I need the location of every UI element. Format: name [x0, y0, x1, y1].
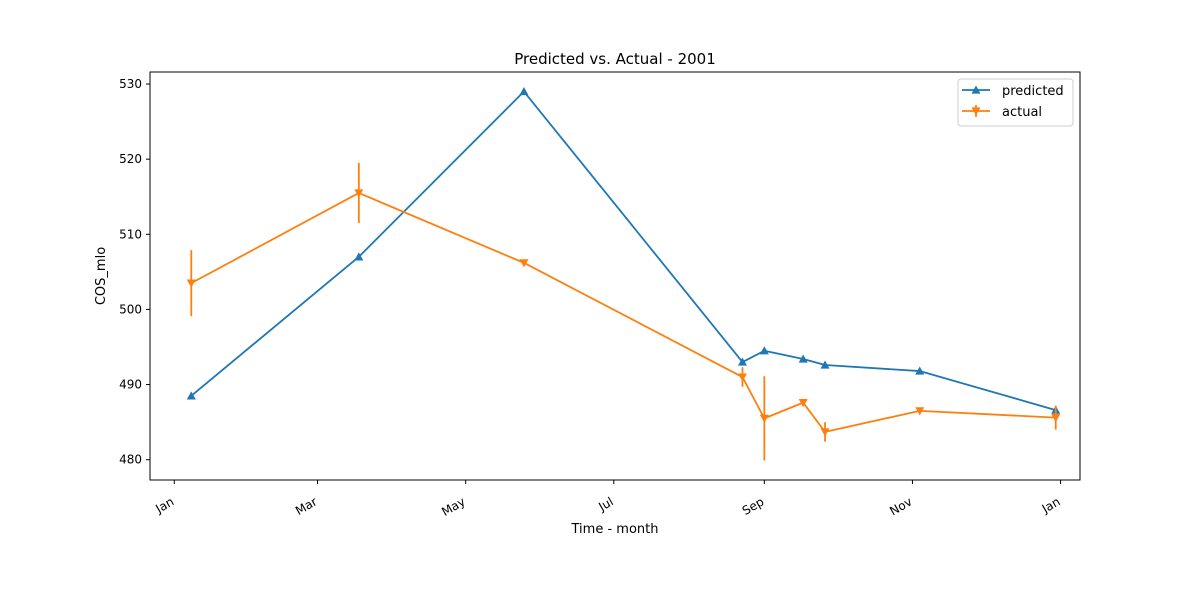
predicted-point — [737, 357, 747, 366]
predicted-point — [798, 354, 808, 363]
legend-swatch-marker-predicted — [971, 85, 981, 94]
legend-label-predicted: predicted — [1002, 84, 1064, 99]
plot-frame — [149, 71, 1081, 481]
actual-point — [1051, 414, 1061, 423]
chart-title: Predicted vs. Actual - 2001 — [514, 50, 716, 68]
actual-point — [519, 259, 529, 268]
predicted-point — [820, 360, 830, 369]
legend-label-actual: actual — [1002, 105, 1042, 120]
predicted-point — [759, 346, 769, 355]
x-axis-label: Time - month — [571, 522, 659, 537]
y-tick-label: 520 — [119, 152, 142, 166]
predicted-point — [354, 252, 364, 261]
x-tick-label: Jul — [595, 494, 615, 514]
y-tick-label: 530 — [119, 77, 142, 91]
predicted-point — [915, 366, 925, 375]
actual-point — [737, 373, 747, 382]
legend-swatch-marker-actual — [971, 107, 981, 116]
predicted-point — [519, 87, 529, 96]
predicted-point — [186, 391, 196, 400]
legend: predicted actual — [957, 78, 1074, 127]
y-tick-label: 500 — [119, 302, 142, 316]
y-axis-label: COS_mlo — [94, 247, 109, 305]
actual-point — [798, 399, 808, 408]
actual-point — [186, 279, 196, 288]
actual-point — [354, 189, 364, 198]
y-tick-label: 480 — [119, 453, 142, 467]
plot-marks — [186, 87, 1061, 461]
y-tick-label: 510 — [119, 227, 142, 241]
y-tick-label: 490 — [119, 378, 142, 392]
actual-point — [759, 414, 769, 423]
y-axis: 480 490 500 510 520 530 — [119, 77, 150, 467]
actual-point — [915, 407, 925, 416]
actual-point — [820, 428, 830, 437]
